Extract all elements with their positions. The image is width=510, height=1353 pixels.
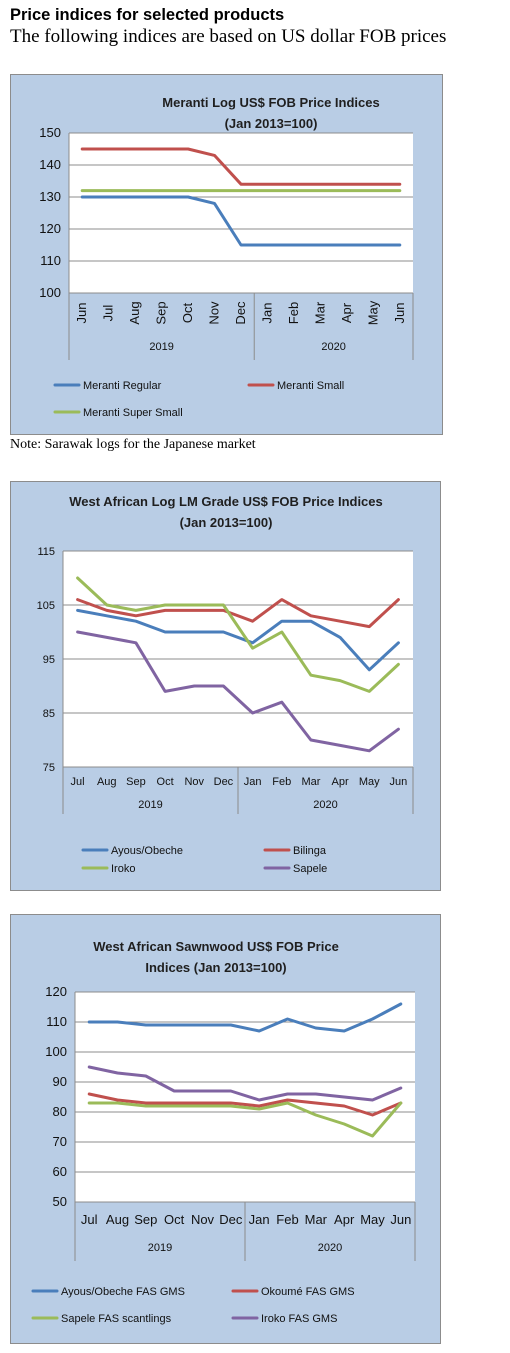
x-tick-label: Mar bbox=[312, 301, 327, 324]
x-tick-label: Feb bbox=[276, 1212, 298, 1227]
y-tick-label: 115 bbox=[37, 546, 55, 558]
y-tick-label: 130 bbox=[39, 189, 61, 204]
legend-label: Ayous/Obeche FAS GMS bbox=[61, 1286, 185, 1298]
page-subheading: The following indices are based on US do… bbox=[10, 26, 447, 47]
y-tick-label: 95 bbox=[43, 654, 55, 666]
year-group-label: 2020 bbox=[321, 341, 345, 353]
series-line bbox=[76, 598, 400, 629]
x-tick-label: Sep bbox=[126, 776, 146, 788]
chart-title-line: (Jan 2013=100) bbox=[225, 116, 318, 131]
series-line bbox=[76, 608, 400, 672]
y-tick-label: 150 bbox=[39, 125, 61, 140]
x-tick-label: Apr bbox=[334, 1212, 355, 1227]
chart-title-line: West African Log LM Grade US$ FOB Price … bbox=[69, 494, 383, 509]
x-tick-label: Apr bbox=[332, 776, 349, 788]
page-heading: Price indices for selected products bbox=[10, 6, 285, 24]
legend-label: Sapele bbox=[293, 863, 327, 875]
x-tick-label: Sep bbox=[134, 1212, 157, 1227]
year-group-label: 2019 bbox=[149, 341, 173, 353]
series-line bbox=[80, 195, 402, 247]
year-group-label: 2020 bbox=[318, 1242, 342, 1254]
y-tick-label: 110 bbox=[40, 253, 61, 268]
west-african-sawnwood-chart-panel: West African Sawnwood US$ FOB Price Indic… bbox=[10, 914, 441, 1344]
west-african-sawnwood-price-chart: West African Sawnwood US$ FOB Price Indic… bbox=[31, 939, 416, 1325]
y-tick-label: 85 bbox=[43, 708, 55, 720]
x-tick-label: Jun bbox=[390, 776, 408, 788]
x-tick-label: Dec bbox=[214, 776, 234, 788]
x-tick-label: Oct bbox=[164, 1212, 185, 1227]
x-tick-label: Aug bbox=[97, 776, 117, 788]
x-tick-label: Nov bbox=[191, 1212, 215, 1227]
series-line bbox=[80, 147, 402, 186]
x-tick-label: Oct bbox=[157, 776, 174, 788]
legend-label: Meranti Small bbox=[277, 380, 344, 392]
x-tick-label: Nov bbox=[207, 301, 222, 325]
legend-label: Iroko bbox=[111, 863, 135, 875]
y-tick-label: 75 bbox=[43, 762, 55, 774]
west-african-log-price-chart: West African Log LM Grade US$ FOB Price … bbox=[37, 494, 414, 875]
x-tick-label: Apr bbox=[339, 302, 354, 323]
year-group-label: 2020 bbox=[313, 799, 337, 811]
chart-note: Note: Sarawak logs for the Japanese mark… bbox=[10, 437, 256, 452]
y-tick-label: 110 bbox=[46, 1014, 67, 1029]
x-tick-label: Jul bbox=[101, 305, 116, 322]
legend-label: Ayous/Obeche bbox=[111, 845, 183, 857]
y-tick-label: 50 bbox=[53, 1194, 67, 1209]
x-tick-label: Nov bbox=[184, 776, 204, 788]
series-line bbox=[87, 1092, 403, 1117]
y-tick-label: 90 bbox=[53, 1074, 67, 1089]
west-african-log-chart-panel: West African Log LM Grade US$ FOB Price … bbox=[10, 481, 441, 891]
y-tick-label: 100 bbox=[39, 285, 61, 300]
x-tick-label: Jan bbox=[249, 1212, 270, 1227]
y-tick-label: 70 bbox=[53, 1134, 67, 1149]
x-tick-label: Oct bbox=[180, 303, 195, 324]
legend-label: Meranti Super Small bbox=[83, 407, 183, 419]
legend-label: Iroko FAS GMS bbox=[261, 1313, 337, 1325]
x-tick-label: Mar bbox=[305, 1212, 328, 1227]
legend-label: Okoumé FAS GMS bbox=[261, 1286, 355, 1298]
series-line bbox=[76, 576, 400, 693]
x-tick-label: Jan bbox=[244, 776, 262, 788]
chart-title-line: Indices (Jan 2013=100) bbox=[145, 960, 286, 975]
x-tick-label: Dec bbox=[219, 1212, 243, 1227]
year-group-label: 2019 bbox=[148, 1242, 172, 1254]
y-tick-label: 120 bbox=[39, 221, 61, 236]
x-tick-label: Feb bbox=[286, 302, 301, 324]
chart-title-line: Meranti Log US$ FOB Price Indices bbox=[162, 95, 379, 110]
x-tick-label: Dec bbox=[233, 301, 248, 325]
x-tick-label: Sep bbox=[154, 301, 169, 324]
legend-label: Sapele FAS scantlings bbox=[61, 1313, 172, 1325]
x-tick-label: May bbox=[360, 1212, 385, 1227]
legend-label: Meranti Regular bbox=[83, 380, 162, 392]
x-tick-label: Jul bbox=[71, 776, 85, 788]
series-line bbox=[87, 1065, 403, 1102]
y-tick-label: 100 bbox=[45, 1044, 67, 1059]
chart-title-line: West African Sawnwood US$ FOB Price bbox=[93, 939, 339, 954]
x-tick-label: Feb bbox=[272, 776, 291, 788]
x-tick-label: Jan bbox=[259, 303, 274, 324]
plot-area bbox=[69, 133, 413, 293]
x-tick-label: May bbox=[365, 300, 380, 325]
x-tick-label: Mar bbox=[301, 776, 320, 788]
x-tick-label: Aug bbox=[127, 301, 142, 324]
y-tick-label: 80 bbox=[53, 1104, 67, 1119]
series-line bbox=[76, 630, 400, 753]
x-tick-label: Jun bbox=[74, 303, 89, 324]
x-tick-label: Jun bbox=[390, 1212, 411, 1227]
x-tick-label: May bbox=[359, 776, 380, 788]
y-tick-label: 105 bbox=[37, 600, 55, 612]
legend-label: Bilinga bbox=[293, 845, 327, 857]
x-tick-label: Jun bbox=[392, 303, 407, 324]
series-line bbox=[87, 1002, 403, 1033]
y-tick-label: 140 bbox=[39, 157, 61, 172]
meranti-chart-panel: Meranti Log US$ FOB Price Indices (Jan 20… bbox=[10, 74, 443, 435]
x-tick-label: Aug bbox=[106, 1212, 129, 1227]
y-tick-label: 120 bbox=[45, 984, 67, 999]
chart-title-line: (Jan 2013=100) bbox=[180, 515, 273, 530]
year-group-label: 2019 bbox=[138, 799, 162, 811]
series-line bbox=[87, 1101, 403, 1138]
meranti-log-price-chart: Meranti Log US$ FOB Price Indices (Jan 20… bbox=[39, 95, 414, 419]
x-tick-label: Jul bbox=[81, 1212, 98, 1227]
y-tick-label: 60 bbox=[53, 1164, 67, 1179]
